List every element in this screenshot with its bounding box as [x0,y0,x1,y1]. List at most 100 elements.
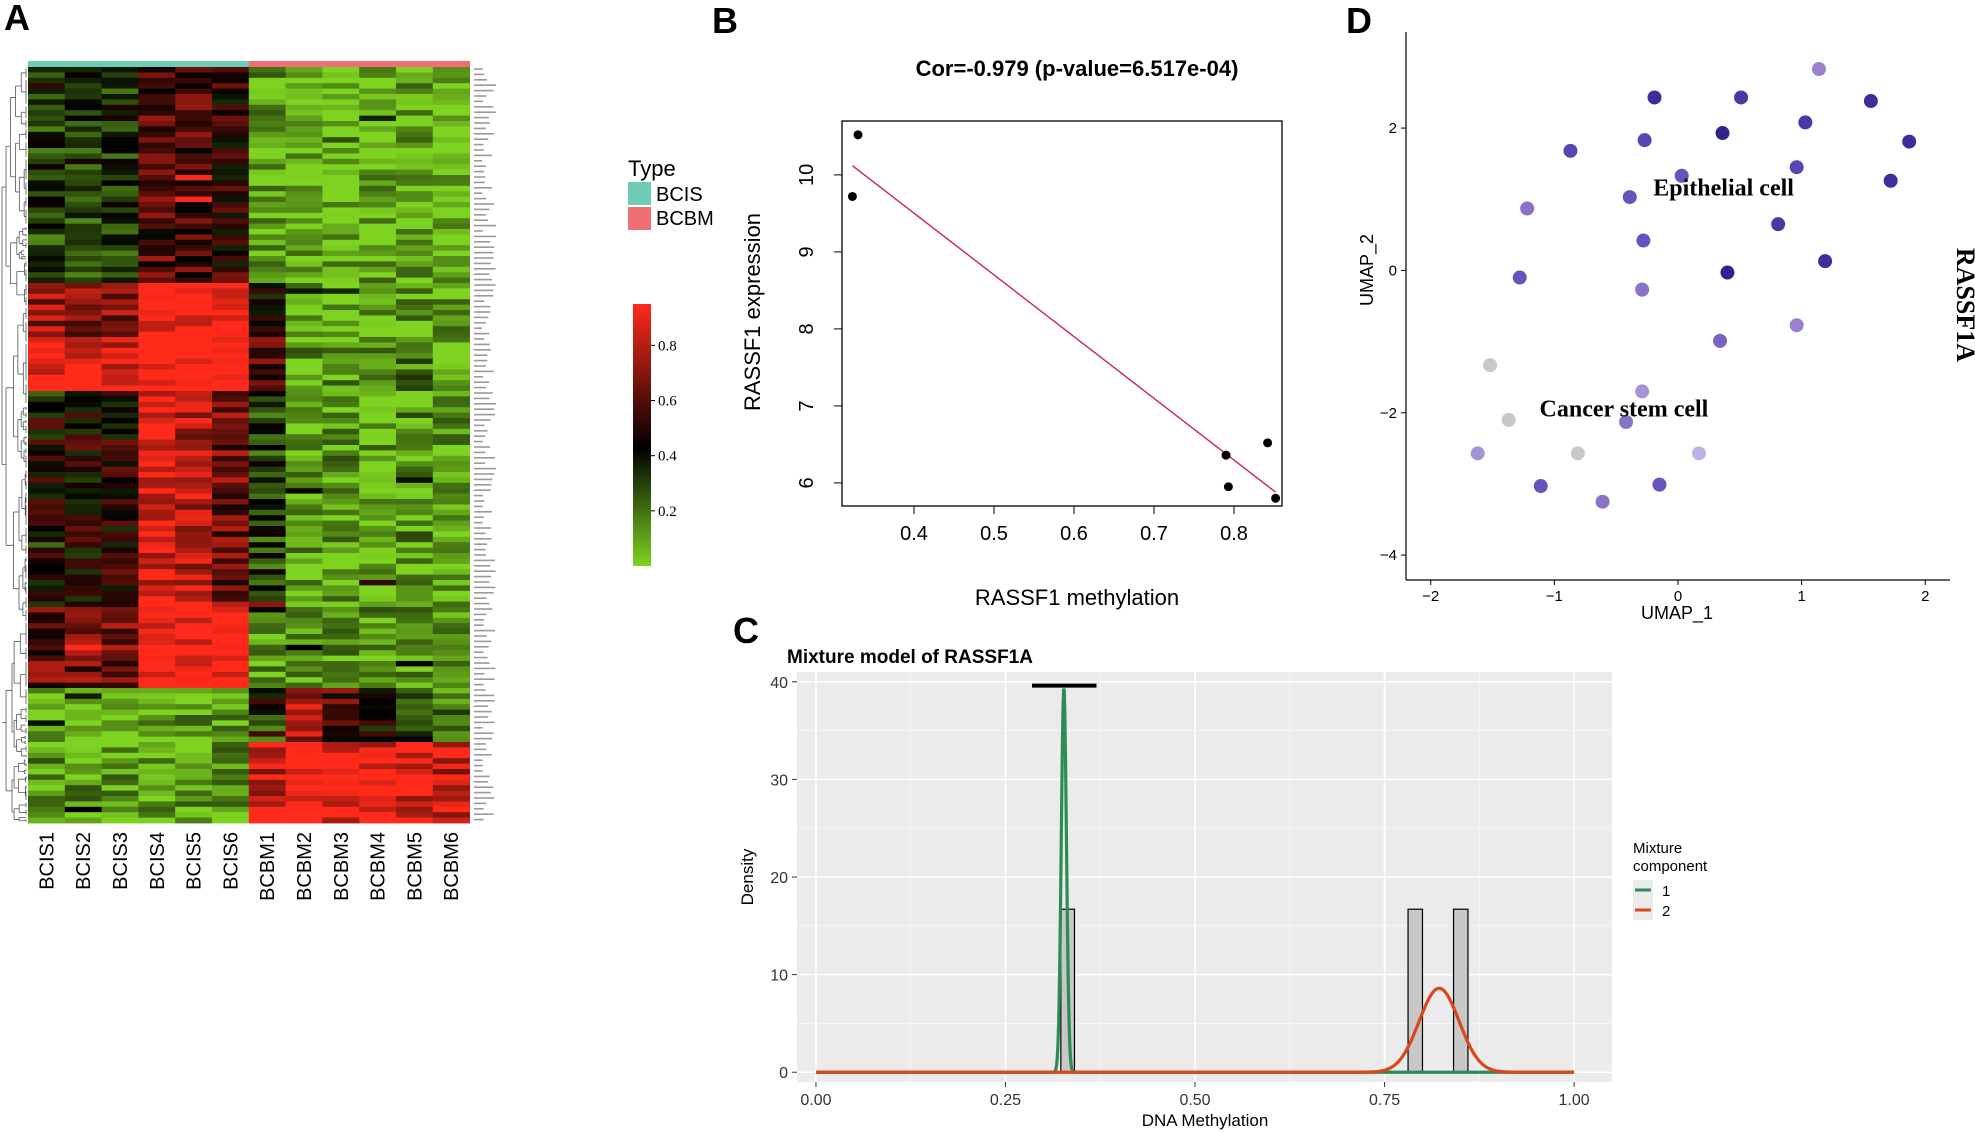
panel-c-ytick-label: 30 [770,772,788,789]
heatmap-cell [138,806,176,813]
heatmap-cell [138,542,176,548]
panel-b-ytick-label: 8 [796,323,818,334]
column-labels: BCIS1 BCIS2 BCIS3 BCIS4 BCIS5 BCIS6 BCBM1 BCBM2… [36,832,463,901]
heatmap-cell [212,104,250,111]
heatmap-cell [138,817,176,824]
heatmap-cell [248,796,286,802]
heatmap-cell [138,482,176,489]
heatmap-cell [322,547,360,554]
heatmap-cell [175,634,213,640]
heatmap-cell [28,266,66,273]
heatmap-cell [322,688,360,694]
heatmap-cell [248,337,286,343]
heatmap-cell [432,520,470,527]
heatmap-cell [64,434,102,440]
heatmap-cell [175,428,213,435]
heatmap-cell [64,688,102,694]
heatmap-cell [248,493,286,500]
heatmap-cell [248,677,286,683]
cell-point [1674,168,1689,183]
heatmap-cell [248,531,286,538]
heatmap-cell [101,331,139,338]
heatmap-cell [322,607,360,613]
heatmap-cell [432,472,470,478]
heatmap-cell [101,601,139,608]
heatmap-cell [359,310,397,316]
heatmap-cell [248,569,286,575]
heatmap-cell [64,504,102,511]
heatmap-cell [64,623,102,629]
row-label-mark [474,95,487,97]
heatmap-cell [212,742,250,748]
heatmap-cell [64,77,102,84]
heatmap-cell [101,83,139,89]
heatmap-cell [138,736,176,743]
heatmap-cell [396,747,434,754]
heatmap-cell [212,725,250,732]
panel-c-xtick-label: 0.00 [800,1092,831,1109]
heatmap-cell [64,239,102,246]
heatmap-cell [28,250,66,257]
heatmap-cell [28,796,66,802]
heatmap-cell [175,790,213,797]
heatmap-cell [248,72,286,79]
heatmap-cell [64,553,102,559]
heatmap-cell [64,115,102,122]
heatmap-cell [212,607,250,613]
heatmap-cell [138,142,176,149]
heatmap-cell [432,466,470,473]
heatmap-cell [101,499,139,505]
heatmap-cell [432,320,470,327]
heatmap-cell [28,655,66,662]
heatmap-cell [432,742,470,748]
heatmap-cell [64,612,102,619]
heatmap-cell [212,536,250,543]
heatmap-cell [64,515,102,521]
heatmap-cell [396,704,434,710]
heatmap-cell [396,655,434,662]
heatmap-cell [248,817,286,824]
heatmap-cell [138,693,176,700]
heatmap-cell [322,509,360,516]
heatmap-cell [396,639,434,646]
heatmap-cell [138,585,176,592]
heatmap-cell [396,547,434,554]
heatmap-cell [285,790,323,797]
heatmap-cell [138,547,176,554]
heatmap-cell [285,612,323,619]
heatmap-cell [322,115,360,122]
heatmap-cell [28,212,66,219]
heatmap-cell [322,320,360,327]
heatmap-cell [322,374,360,381]
heatmap-cell [212,796,250,802]
panel-label-a: A [4,0,30,38]
heatmap-cell [396,353,434,359]
heatmap-cell [138,747,176,754]
heatmap-cell [285,223,323,230]
heatmap-cell [138,342,176,349]
heatmap-cell [175,536,213,543]
heatmap-cell [285,412,323,419]
heatmap-cell [396,396,434,403]
heatmap-cell [359,121,397,127]
heatmap-cell [396,272,434,278]
heatmap-cell [138,185,176,192]
row-label-mark [474,68,483,70]
histogram-bar [1407,908,1424,1073]
heatmap-cell [101,693,139,700]
heatmap-cell [101,77,139,84]
heatmap-cell [396,569,434,575]
heatmap-cell [285,137,323,143]
heatmap-cell [212,256,250,262]
heatmap-cell [248,607,286,613]
cell-point [1734,90,1749,105]
heatmap-cell [322,488,360,494]
heatmap-cell [359,639,397,646]
heatmap-cell [285,607,323,613]
row-label-mark [474,268,496,270]
heatmap-cell [248,234,286,241]
heatmap-cell [138,407,176,413]
heatmap-cell [212,450,250,457]
row-label-mark [474,203,495,205]
heatmap-cell [138,461,176,467]
